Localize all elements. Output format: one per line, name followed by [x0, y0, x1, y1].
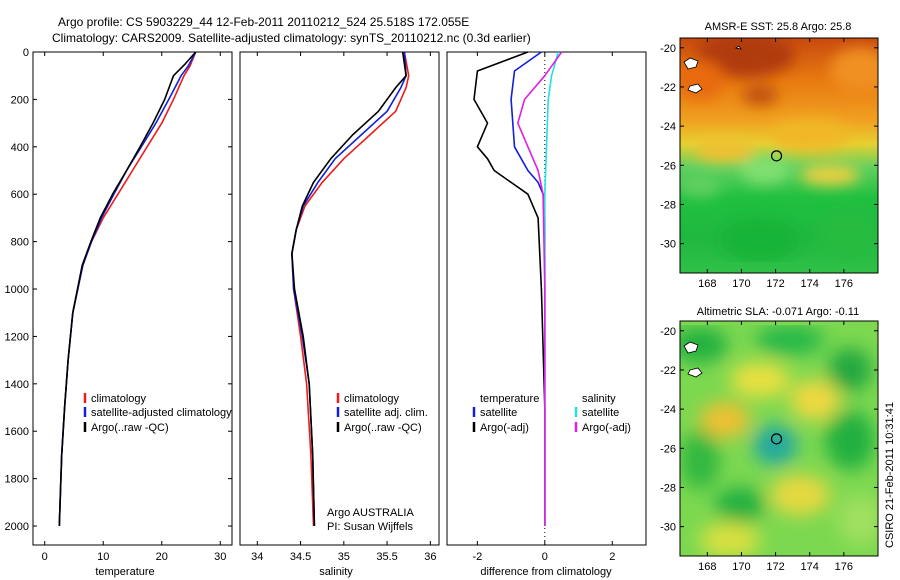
x-tick-label: 0: [42, 551, 48, 563]
y-tick-label: 1600: [5, 426, 29, 438]
legend-sal-argo-label: Argo(-adj): [582, 422, 631, 434]
x-tick-label: 34: [251, 551, 263, 563]
x-tick-label: 35.5: [376, 551, 397, 563]
sst-map-frame: [679, 37, 879, 274]
map-y-tick-label: -26: [660, 443, 676, 455]
x-tick-label: 34.5: [290, 551, 311, 563]
series-line-temperature-argo-adj-: [473, 51, 546, 526]
temperature-axes-frame: [32, 51, 233, 546]
map-y-tick-label: -28: [660, 482, 676, 494]
map-x-tick-label: 168: [698, 561, 716, 573]
y-tick-label: 1000: [5, 284, 29, 296]
x-tick-label: 2: [609, 551, 615, 563]
legend-sal-satellite-label: satellite: [582, 407, 619, 419]
y-tick-label: 2000: [5, 521, 29, 533]
x-tick-label: 30: [214, 551, 226, 563]
island-outlines: [683, 341, 703, 378]
map-y-tick-label: -20: [660, 43, 676, 55]
map-y-tick-label: -24: [660, 404, 676, 416]
map-x-tick-label: 168: [698, 278, 716, 290]
legend-temperature-header: temperature: [480, 393, 539, 405]
map-x-tick-label: 174: [801, 278, 819, 290]
header-line1: Argo profile: CS 5903229_44 12-Feb-2011 …: [58, 15, 469, 29]
map-y-tick-label: -24: [660, 121, 676, 133]
csiro-timestamp: CSIRO 21-Feb-2011 10:31:41: [884, 402, 896, 548]
sst-field: [680, 38, 878, 273]
argo-location-marker: [770, 433, 783, 445]
series-line-salinity-argo-adj-: [516, 51, 563, 526]
salinity-xlabel: salinity: [319, 566, 353, 578]
map-y-tick-label: -26: [660, 160, 676, 172]
y-tick-label: 200: [11, 94, 29, 106]
difference-legend: temperature satellite Argo(-adj) salinit…: [472, 393, 631, 434]
temperature-xlabel: temperature: [95, 566, 154, 578]
island-outlines: [683, 45, 742, 94]
legend-satellite-label: satellite adj. clim.: [344, 407, 428, 419]
legend-salinity-header: salinity: [582, 393, 616, 405]
x-tick-label: 10: [97, 551, 109, 563]
header-line2: Climatology: CARS2009. Satellite-adjuste…: [52, 31, 531, 45]
map-x-tick-label: 170: [732, 278, 750, 290]
difference-panel: -2 0 2 difference from climatology tempera…: [446, 51, 647, 578]
x-tick-label: 20: [156, 551, 168, 563]
difference-xlabel: difference from climatology: [480, 566, 612, 578]
legend-satellite-label: satellite-adjusted climatology: [91, 407, 232, 419]
temperature-legend: climatology satellite-adjusted climatolo…: [83, 393, 232, 434]
sla-field: [680, 321, 878, 556]
y-tick-label: 0: [23, 47, 29, 59]
y-tick-label: 1400: [5, 379, 29, 391]
salinity-legend: climatology satellite adj. clim. Argo(..…: [336, 393, 428, 434]
map-x-tick-label: 172: [766, 561, 784, 573]
map-x-tick-label: 172: [766, 278, 784, 290]
series-line-climatology: [291, 51, 410, 527]
legend-climatology-label: climatology: [344, 393, 400, 405]
series-line-argo-raw-qc-: [58, 51, 197, 527]
pi-label: PI: Susan Wijffels: [327, 521, 413, 533]
y-tick-label: 400: [11, 142, 29, 154]
map-x-tick-label: 174: [801, 561, 819, 573]
y-tick-label: 1800: [5, 474, 29, 486]
legend-temp-satellite-label: satellite: [480, 407, 517, 419]
y-tick-label: 800: [11, 237, 29, 249]
legend-argo-label: Argo(..raw -QC): [91, 422, 169, 434]
sla-map-frame: [679, 320, 879, 557]
map-y-tick-label: -22: [660, 82, 676, 94]
salinity-axes-frame: [239, 51, 440, 546]
map-y-tick-label: -20: [660, 326, 676, 338]
x-tick-label: 36: [424, 551, 436, 563]
x-tick-label: 35: [338, 551, 350, 563]
argo-australia-label: Argo AUSTRALIA: [327, 507, 414, 519]
map-x-tick-label: 170: [732, 561, 750, 573]
x-tick-label: -2: [472, 551, 482, 563]
salinity-panel: 34 34.5 35 35.5 36 salinity climatology sate…: [239, 51, 440, 578]
map-x-tick-label: 176: [835, 278, 853, 290]
sla-map-panel: Altimetric SLA: -0.071 Argo: -0.11: [660, 306, 879, 573]
y-tick-label: 600: [11, 189, 29, 201]
sla-map-title: Altimetric SLA: -0.071 Argo: -0.11: [697, 306, 859, 318]
y-tick-label: 1200: [5, 331, 29, 343]
legend-temp-argo-label: Argo(-adj): [480, 422, 529, 434]
map-y-tick-label: -22: [660, 365, 676, 377]
map-y-tick-label: -30: [660, 239, 676, 251]
sst-map-panel: AMSR-E SST: 25.8 Argo: 25.8 168 170 172 174…: [660, 21, 879, 290]
map-x-tick-label: 176: [835, 561, 853, 573]
map-y-tick-label: -28: [660, 199, 676, 211]
legend-argo-label: Argo(..raw -QC): [344, 422, 422, 434]
map-y-tick-label: -30: [660, 522, 676, 534]
legend-climatology-label: climatology: [91, 393, 147, 405]
series-line-argo-raw-qc-: [291, 51, 407, 527]
x-tick-label: 0: [542, 551, 548, 563]
argo-location-marker: [770, 150, 783, 162]
sst-map-title: AMSR-E SST: 25.8 Argo: 25.8: [705, 21, 852, 33]
